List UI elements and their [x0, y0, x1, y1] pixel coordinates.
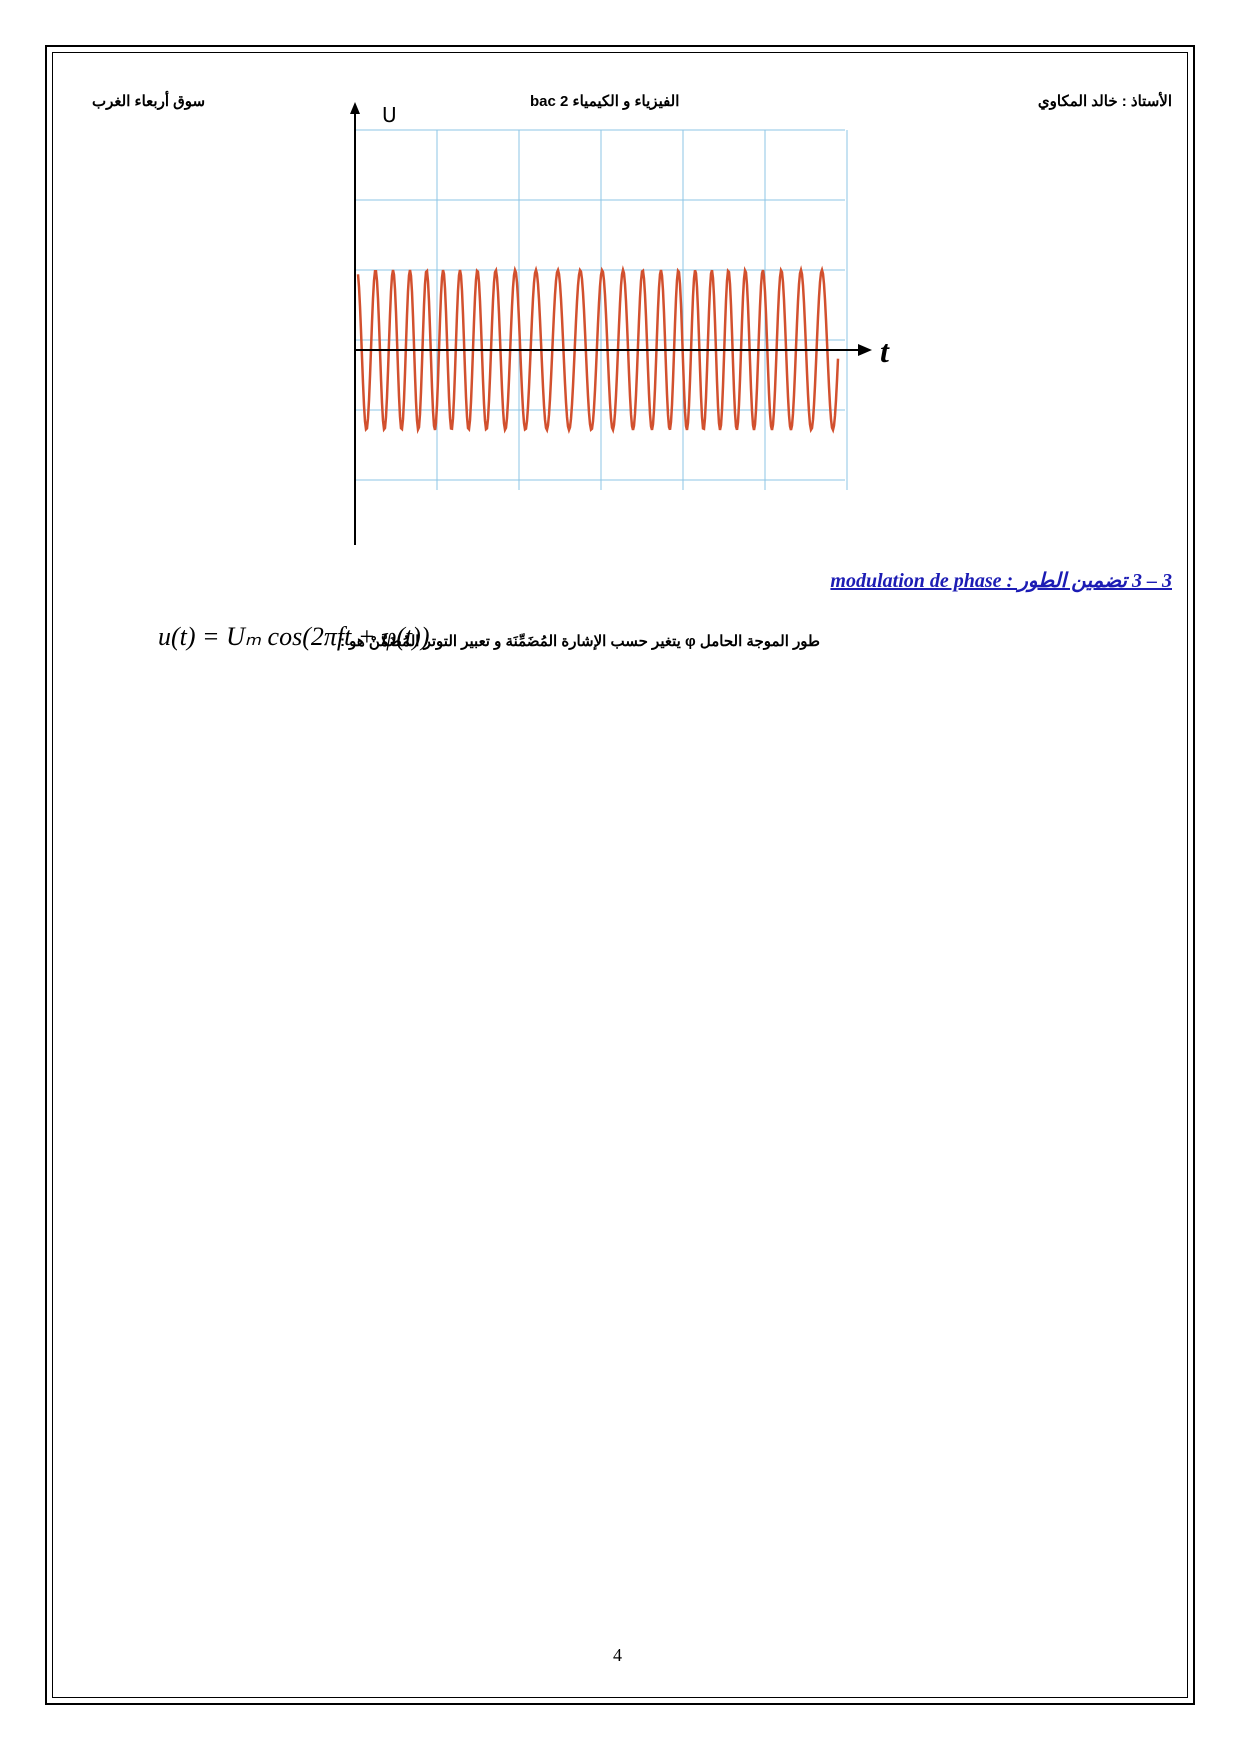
formula: u(t) = Uₘ cos(2πft + φ(t))	[158, 622, 430, 651]
figure: U t	[350, 102, 890, 545]
outer-border	[45, 45, 1195, 1705]
section-heading: 3 – 3 تضمين الطور : modulation de phase	[830, 570, 1172, 592]
section-text: طور الموجة الحامل φ يتغير حسب الإشارة ال…	[339, 633, 820, 650]
page-number: 4	[613, 1645, 622, 1665]
header-teacher: الأستاذ : خالد المكاوي	[1037, 93, 1172, 110]
header-school: سوق أربعاء الغرب	[92, 93, 206, 110]
inner-border	[52, 52, 1188, 1698]
x-label: t	[880, 333, 890, 369]
y-arrow	[350, 102, 360, 114]
modulated-wave	[356, 265, 840, 435]
x-arrow	[858, 344, 872, 356]
y-label: U	[382, 103, 397, 127]
header-subject: الفيزياء و الكيمياء 2 bac	[530, 93, 680, 110]
